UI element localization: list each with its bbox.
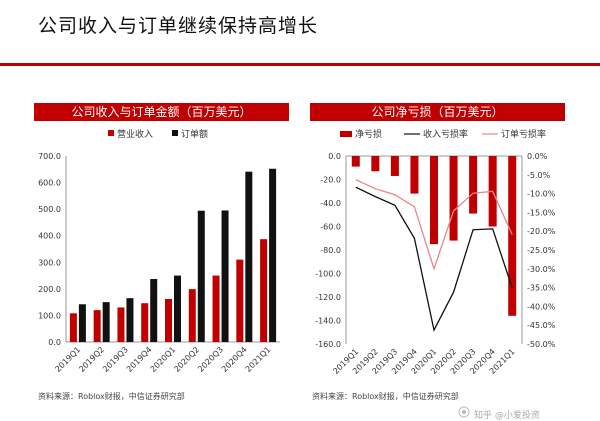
bar-revenue-2020Q1 [165,298,172,342]
bar-net-loss-2019Q4 [410,156,419,194]
legend-swatch-2 [172,130,178,136]
bar-orders-2020Q1 [174,275,181,342]
bar-revenue-2019Q1 [69,313,77,342]
chart2-title: 公司净亏损（百万美元） [310,103,565,121]
bar-orders-2020Q2 [197,210,205,342]
y-right-tick-label: -30.0% [527,265,556,274]
y-tick-label: 600.0 [38,179,61,188]
bar-revenue-2020Q4 [236,259,244,342]
bar-orders-2020Q4 [245,171,253,342]
y-tick-label: 200.0 [38,285,61,294]
legend-label-2: 订单额 [181,128,208,140]
chart-revenue-orders: 营业收入 订单额 0.0 100.0 200.0 300.0 400.0 500.0 600.0… [38,128,280,374]
y-right-tick-label: -15.0% [527,208,556,217]
bar-orders-2019Q4 [150,279,158,342]
y-right-tick-label: -50.0% [527,340,556,349]
y-left-tick-label: -80.0 [320,246,341,255]
legend-label-1: 净亏损 [355,128,382,140]
bar-net-loss-2021Q1 [508,156,517,316]
bar-revenue-2020Q2 [188,289,196,342]
y-right-tick-label: -45.0% [527,321,556,330]
y-left-tick-label: 0.0 [328,152,341,161]
bar-orders-2019Q3 [126,298,134,342]
y-right-tick-label: -40.0% [527,302,556,311]
legend-label-2: 收入亏损率 [423,128,468,140]
line-revenue-loss-ratio [355,186,513,333]
bar-orders-2019Q2 [102,302,110,342]
chart2-source: 资料来源：Roblox财报，中信证券研究部 [312,392,459,401]
bar-revenue-2021Q1 [260,239,268,342]
y-tick-label: 300.0 [38,258,61,267]
bar-net-loss-2019Q2 [371,156,380,172]
y-right-tick-label: -35.0% [527,284,556,293]
x-tick-label: 2021Q1 [244,345,273,374]
bar-net-loss-2020Q2 [449,156,458,241]
bar-revenue-2020Q3 [212,275,220,342]
y-right-tick-label: -25.0% [527,246,556,255]
legend-label-3: 订单亏损率 [501,128,546,140]
page-title: 公司收入与订单继续保持高增长 [38,15,319,37]
y-tick-label: 0.0 [48,338,61,347]
legend-label-1: 营业收入 [117,128,153,140]
y-left-tick-label: -20.0 [320,176,341,185]
bar-revenue-2019Q3 [117,307,125,342]
y-left-tick-label: -60.0 [320,223,341,232]
y-tick-label: 500.0 [38,205,61,214]
y-tick-label: 400.0 [38,232,61,241]
bar-revenue-2019Q2 [93,310,101,342]
y-tick-label: 700.0 [38,152,61,161]
watermark: 知乎 @小爱投资 [474,411,540,421]
y-right-tick-label: -10.0% [527,190,556,199]
bar-revenue-2019Q4 [141,303,149,342]
y-left-tick-label: -140.0 [315,317,341,326]
title-rule [0,63,600,66]
zhihu-logo-icon [458,406,470,418]
bar-net-loss-2020Q1 [430,156,438,245]
legend-swatch-1 [340,131,352,137]
bar-net-loss-2020Q3 [469,156,478,214]
bar-net-loss-2019Q3 [390,156,399,176]
y-right-tick-label: -5.0% [527,171,551,180]
line-order-loss-ratio [355,179,513,271]
chart1-source: 资料来源：Roblox财报，中信证券研究部 [38,392,185,401]
y-left-tick-label: -100.0 [315,270,341,279]
y-left-tick-label: -160.0 [315,340,341,349]
legend-swatch-1 [108,130,114,136]
bar-net-loss-2019Q1 [351,156,360,167]
bar-orders-2021Q1 [269,168,277,342]
y-tick-label: 100.0 [38,311,61,320]
bar-orders-2019Q1 [78,304,86,342]
y-right-tick-label: -20.0% [527,227,556,236]
y-right-tick-label: 0.0% [527,152,548,161]
y-left-tick-label: -120.0 [315,293,341,302]
chart1-title: 公司收入与订单金额（百万美元） [34,103,289,121]
y-left-tick-label: -40.0 [320,199,341,208]
chart-net-loss: 净亏损 收入亏损率 订单亏损率 0.0 -20.0 -40.0 -60.0 -80.0 -100… [315,128,556,376]
bar-orders-2020Q3 [221,210,229,342]
